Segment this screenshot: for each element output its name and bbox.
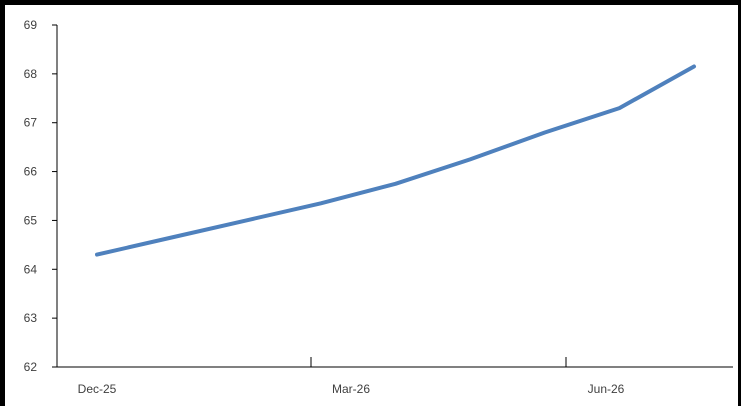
- frame-left-border: [0, 0, 5, 406]
- y-ticks: 62 63 64 65 66 67 68 69: [24, 18, 57, 374]
- y-tick-label: 68: [24, 67, 38, 81]
- y-tick-label: 69: [24, 18, 38, 32]
- x-tick-label: Dec-25: [78, 382, 117, 396]
- y-tick-label: 67: [24, 116, 38, 130]
- y-tick-label: 62: [24, 360, 38, 374]
- frame-right-border: [738, 0, 741, 406]
- frame-top-border: [0, 0, 741, 5]
- x-tick-label: Mar-26: [332, 382, 370, 396]
- x-tick-label: Jun-26: [588, 382, 625, 396]
- y-tick-label: 65: [24, 213, 38, 227]
- series-line: [95, 64, 696, 257]
- x-ticks: Dec-25 Mar-26 Jun-26: [56, 357, 625, 396]
- y-tick-label: 66: [24, 165, 38, 179]
- y-tick-label: 63: [24, 311, 38, 325]
- y-tick-label: 64: [24, 262, 38, 276]
